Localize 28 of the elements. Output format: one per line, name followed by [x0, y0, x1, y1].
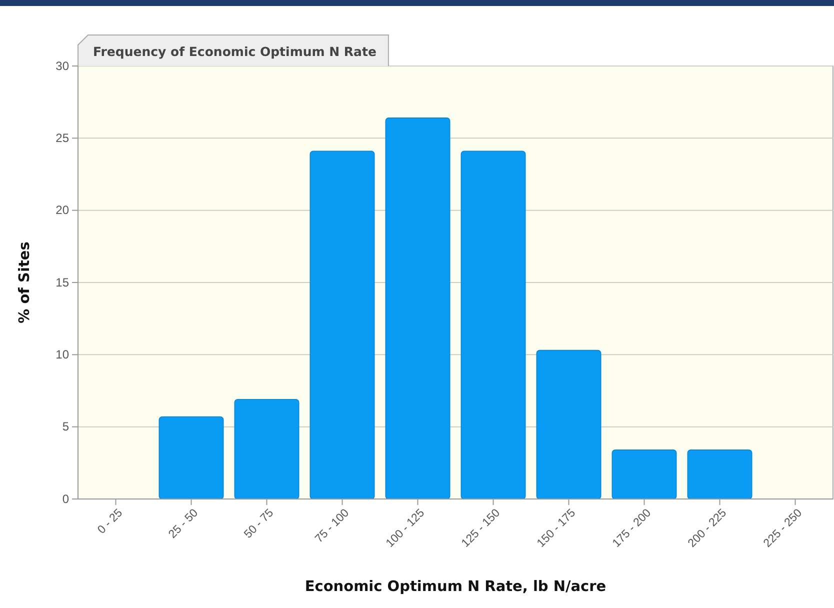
x-tick-label: 125 - 150 — [460, 507, 503, 550]
bar — [687, 450, 752, 500]
y-tick-label: 5 — [62, 420, 70, 434]
y-tick-label: 20 — [56, 203, 70, 218]
bar — [460, 150, 526, 500]
y-tick-label: 15 — [56, 275, 70, 290]
y-tick-label: 10 — [56, 348, 70, 362]
x-tick-label: 175 - 200 — [610, 507, 654, 550]
x-tick-label: 100 - 125 — [384, 507, 428, 550]
bar — [310, 150, 375, 500]
x-tick-label: 200 - 225 — [686, 507, 730, 550]
x-tick-label: 0 - 25 — [96, 507, 126, 536]
bar — [612, 450, 677, 500]
y-tick-label: 0 — [62, 492, 70, 506]
x-tick-label: 25 - 50 — [166, 507, 201, 541]
bar — [158, 416, 224, 500]
bar — [234, 399, 300, 500]
bar — [385, 118, 450, 500]
x-tick-label: 225 - 250 — [762, 507, 805, 550]
x-tick-label: 50 - 75 — [242, 507, 276, 541]
chart-title: Frequency of Economic Optimum N Rate — [93, 44, 376, 59]
y-axis-title: % of Sites — [17, 242, 33, 324]
y-tick-label: 25 — [56, 131, 70, 146]
x-tick-label: 150 - 175 — [535, 507, 578, 550]
y-tick-label: 30 — [56, 58, 70, 73]
x-axis-title: Economic Optimum N Rate, lb N/acre — [304, 579, 606, 595]
bar — [536, 350, 602, 500]
x-tick-label: 75 - 100 — [313, 507, 352, 546]
